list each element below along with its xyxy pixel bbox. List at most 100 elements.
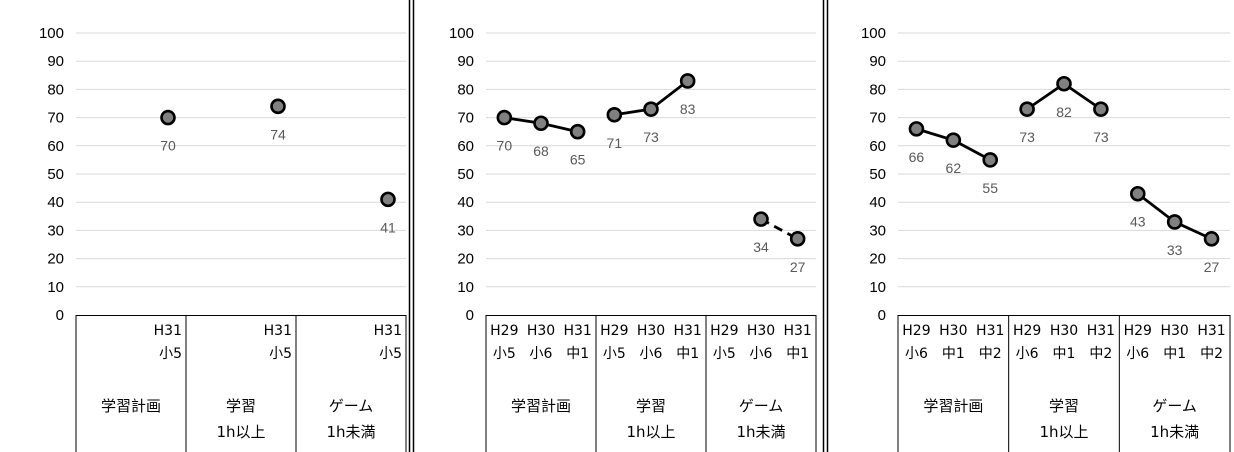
data-point — [606, 106, 623, 123]
category-year-label: H29 — [902, 323, 930, 339]
y-tick-label: 80 — [869, 81, 886, 98]
data-label: 33 — [1167, 242, 1183, 258]
y-tick-label: 100 — [449, 25, 474, 42]
category-grade-label: 中1 — [942, 346, 965, 362]
category-year-label: H31 — [783, 323, 811, 339]
group-label: 1h未満 — [736, 423, 785, 441]
data-label: 34 — [753, 239, 769, 255]
group-label: ゲーム — [739, 397, 784, 415]
y-tick-label: 10 — [869, 279, 886, 296]
y-tick-label: 0 — [878, 307, 886, 324]
y-tick-label: 90 — [869, 53, 886, 70]
group-label: 1h未満 — [1150, 423, 1199, 441]
category-year-label: H31 — [1197, 323, 1225, 339]
data-label: 66 — [909, 149, 925, 165]
data-point — [643, 101, 659, 117]
y-tick-label: 20 — [869, 251, 886, 268]
data-label: 41 — [380, 219, 396, 235]
data-point — [945, 132, 962, 148]
data-point — [1129, 185, 1146, 202]
data-label: 62 — [946, 160, 962, 176]
y-tick-label: 60 — [457, 138, 474, 155]
y-tick-label: 100 — [861, 25, 886, 42]
data-label: 55 — [982, 180, 998, 196]
y-tick-label: 20 — [47, 251, 64, 268]
y-tick-label: 70 — [869, 110, 886, 127]
category-year-label: H29 — [490, 323, 518, 339]
group-label: 学習 — [226, 397, 256, 415]
category-grade-label: 小6 — [530, 346, 553, 362]
category-grade-label: 中2 — [1200, 346, 1223, 362]
data-point — [1203, 231, 1220, 247]
category-grade-label: 中1 — [786, 346, 809, 362]
data-label: 65 — [570, 152, 586, 168]
category-year-label: H30 — [1160, 323, 1188, 339]
category-grade-label: 中2 — [979, 346, 1002, 362]
group-label: 学習計画 — [101, 397, 161, 415]
category-year-label: H30 — [939, 323, 967, 339]
y-tick-label: 40 — [457, 194, 474, 211]
data-label: 70 — [497, 138, 513, 154]
category-grade-label: 中2 — [1089, 346, 1112, 362]
y-tick-label: 20 — [457, 251, 474, 268]
y-tick-label: 30 — [869, 222, 886, 239]
group-label: 1h以上 — [216, 423, 265, 441]
y-tick-label: 0 — [56, 307, 64, 324]
y-tick-label: 50 — [47, 166, 64, 183]
category-year-label: H29 — [1013, 323, 1041, 339]
data-point — [753, 211, 769, 227]
category-grade-label: 小6 — [905, 346, 928, 362]
data-point — [789, 231, 806, 247]
data-label: 71 — [607, 135, 623, 151]
y-tick-label: 90 — [457, 53, 474, 70]
y-tick-label: 70 — [47, 110, 64, 127]
category-year-label: H31 — [264, 323, 292, 339]
category-grade-label: 小6 — [640, 346, 663, 362]
y-tick-label: 80 — [457, 81, 474, 98]
data-point — [1056, 75, 1072, 92]
category-grade-label: 小5 — [159, 346, 182, 362]
group-label: 学習 — [1049, 397, 1079, 415]
data-point — [1093, 101, 1109, 117]
y-tick-label: 60 — [47, 138, 64, 155]
category-year-label: H31 — [673, 323, 701, 339]
group-label: 学習 — [636, 397, 666, 415]
category-grade-label: 中1 — [676, 346, 699, 362]
data-point — [908, 121, 925, 137]
y-tick-label: 40 — [869, 194, 886, 211]
group-label: 学習計画 — [923, 397, 983, 415]
y-tick-label: 10 — [47, 279, 64, 296]
group-label: ゲーム — [329, 397, 374, 415]
data-point — [160, 109, 176, 126]
data-label: 83 — [680, 101, 696, 117]
category-grade-label: 小5 — [493, 346, 516, 362]
data-label: 68 — [533, 143, 549, 159]
category-grade-label: 中1 — [1053, 346, 1076, 362]
category-grade-label: 小6 — [1016, 346, 1039, 362]
category-year-label: H29 — [710, 323, 738, 339]
category-grade-label: 小5 — [603, 346, 626, 362]
data-point — [1019, 101, 1035, 117]
category-year-label: H31 — [563, 323, 591, 339]
category-grade-label: 小5 — [379, 346, 402, 362]
y-tick-label: 70 — [457, 110, 474, 127]
data-label: 73 — [1093, 129, 1109, 145]
data-label: 27 — [1204, 259, 1220, 275]
y-tick-label: 0 — [466, 307, 474, 324]
data-point — [496, 109, 513, 126]
y-tick-label: 50 — [869, 166, 886, 183]
group-label: 1h以上 — [1039, 423, 1088, 441]
y-tick-label: 30 — [47, 222, 64, 239]
category-grade-label: 小6 — [1126, 346, 1149, 362]
category-year-label: H31 — [1087, 323, 1115, 339]
category-grade-label: 中1 — [566, 346, 589, 362]
data-point — [1166, 214, 1183, 230]
data-point — [270, 98, 286, 115]
category-grade-label: 中1 — [1163, 346, 1186, 362]
data-label: 74 — [270, 126, 286, 142]
category-year-label: H29 — [1124, 323, 1152, 339]
data-label: 73 — [643, 129, 659, 145]
y-tick-label: 100 — [39, 25, 64, 42]
